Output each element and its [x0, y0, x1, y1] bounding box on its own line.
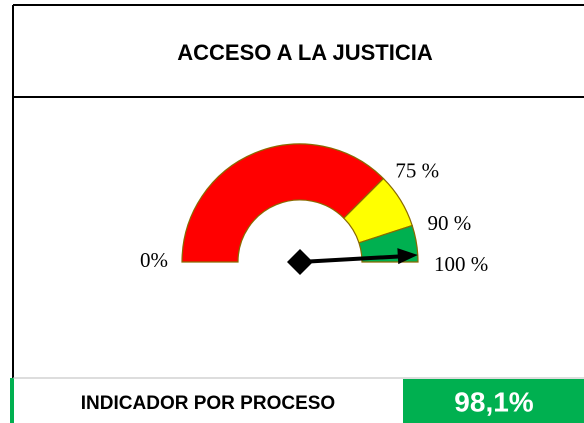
value-cell [403, 379, 584, 423]
tick-label: 90 % [428, 211, 472, 235]
value-text: 98,1% [454, 386, 533, 417]
needle [299, 253, 408, 264]
needle-head [397, 248, 418, 265]
edge-strip [10, 378, 14, 423]
tick-label: 0% [140, 248, 168, 272]
needle-pivot [287, 249, 313, 275]
indicator-label: INDICADOR POR PROCESO [81, 393, 335, 414]
tick-label: 100 % [434, 252, 488, 276]
gauge-band [181, 143, 385, 263]
title: ACCESO A LA JUSTICIA [177, 40, 433, 65]
tick-label: 75 % [395, 158, 439, 182]
